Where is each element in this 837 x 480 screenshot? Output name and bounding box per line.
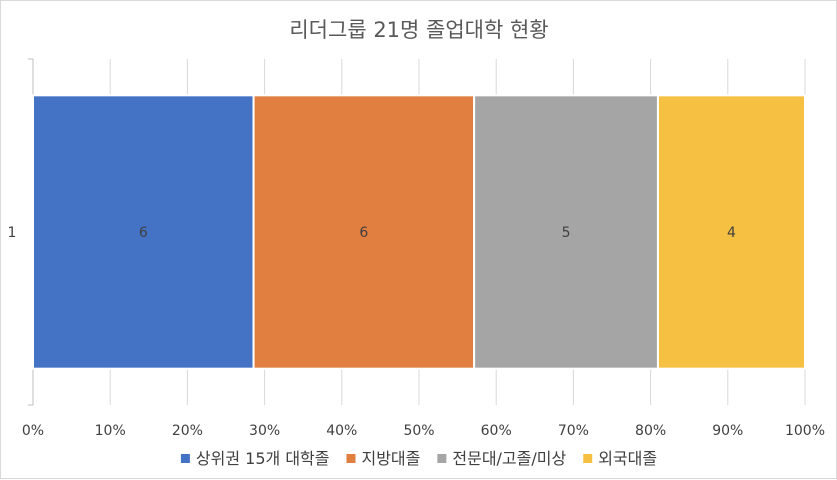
bar-segment [252,94,476,370]
x-tick-label: 40% [326,423,357,439]
bar-segment [32,94,255,370]
legend-item: 지방대졸 [346,449,420,468]
legend-swatch [180,454,190,463]
bars [32,94,807,370]
bar-segment [656,94,807,370]
legend-swatch [346,454,356,463]
x-tick-label: 20% [172,423,203,439]
x-tick-label: 80% [635,423,666,439]
legend-label: 전문대/고졸/미상 [452,449,566,468]
x-tick-label: 0% [22,423,44,439]
data-label: 6 [359,225,368,241]
x-tick-labels: 0% 10% 20% 30% 40% 50% 60% 70% 80% 90% 100% [22,423,825,439]
data-label: 5 [562,225,571,241]
x-tick-label: 30% [249,423,280,439]
x-tick-label: 90% [712,423,743,439]
x-tick-label: 60% [481,423,512,439]
data-label: 6 [139,225,148,241]
legend-item: 전문대/고졸/미상 [437,449,566,468]
legend-label: 상위권 15개 대학졸 [196,449,330,468]
legend: 상위권 15개 대학졸 지방대졸 전문대/고졸/미상 외국대졸 [180,449,657,468]
x-tick-label: 10% [95,423,126,439]
legend-swatch [583,454,593,463]
y-category-labels: 1 [8,225,17,241]
data-labels: 6 6 5 4 [139,225,736,241]
bar-segment [473,94,659,370]
category-label: 1 [8,225,17,241]
data-label: 4 [727,225,736,241]
legend-item: 외국대졸 [583,449,657,468]
x-tick-label: 70% [558,423,589,439]
legend-item: 상위권 15개 대학졸 [180,449,330,468]
chart-title: 리더그룹 21명 졸업대학 현황 [289,18,548,42]
x-tick-label: 100% [785,423,825,439]
legend-swatch [437,454,447,463]
legend-label: 외국대졸 [598,449,657,468]
x-tick-label: 50% [403,423,434,439]
legend-label: 지방대졸 [361,449,420,468]
